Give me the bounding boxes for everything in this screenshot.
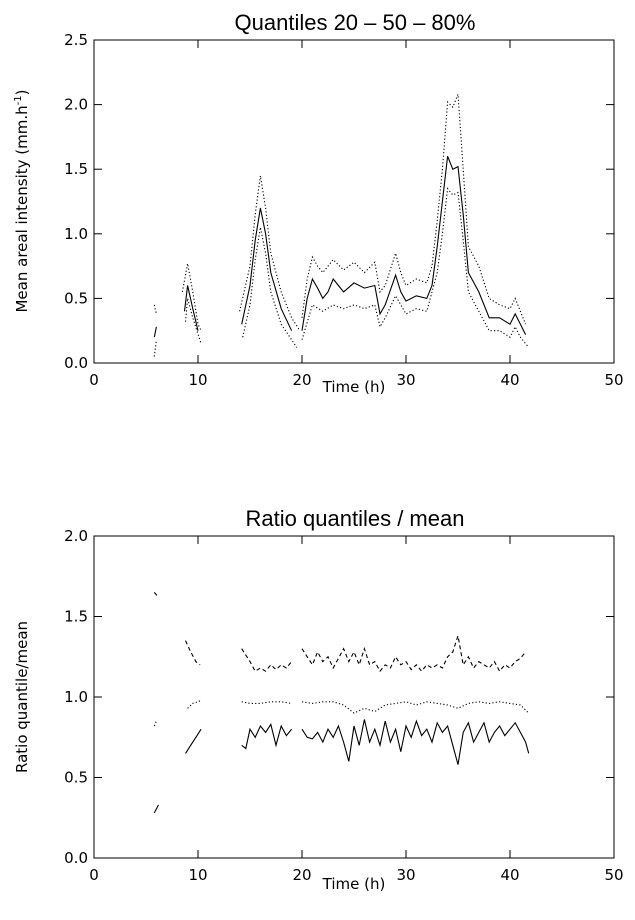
chart-1-y-tick-label: 0.5 (64, 289, 88, 307)
chart-1-y-axis-label: Mean areal intensity (mm.h-1) (13, 89, 31, 312)
chart-1-x-tick-label: 50 (604, 371, 623, 389)
chart-1-series-3-line (301, 187, 530, 348)
chart-1-x-tick-label: 30 (396, 371, 415, 389)
chart-1-plot-frame (93, 39, 615, 364)
chart-2: Ratio quantiles / mean 0 10 20 30 40 50 0.00.… (13, 506, 624, 893)
chart-2-x-tick-label: 30 (396, 866, 415, 884)
chart-2-series-1-line (241, 648, 293, 672)
chart-1-series-2-line (153, 326, 157, 338)
chart-2-x-axis-label: Time (h) (322, 875, 386, 893)
chart-1-series-1-line (239, 175, 301, 331)
chart-1-x-tick-label: 10 (188, 371, 207, 389)
chart-2-y-tick-label: 0.0 (64, 849, 88, 867)
chart-1-series-2-line (241, 207, 293, 331)
chart-2-series-3-line (241, 723, 293, 750)
chart-1-x-tick-label: 40 (500, 371, 519, 389)
chart-1-x-tick-label: 20 (292, 371, 311, 389)
chart-2-series-3-line (185, 728, 202, 754)
chart-2-y-axis-label: Ratio quantile/mean (13, 621, 31, 773)
chart-1-y-tick-label: 1.0 (64, 225, 88, 243)
chart-1: Quantiles 20 – 50 – 80% 0 10 20 30 40 50 0.00… (13, 10, 624, 396)
chart-1-series-2-line (301, 156, 527, 335)
chart-2-series-1-line (153, 592, 159, 598)
chart-1-x-ticks: 0 10 20 30 40 50 (89, 40, 624, 389)
chart-2-y-tick-label: 0.5 (64, 769, 88, 787)
chart-2-x-tick-label: 20 (292, 866, 311, 884)
chart-2-series-2-line (241, 701, 292, 704)
chart-2-y-ticks: 0.0 0.5 1.0 1.5 2.0 (64, 527, 614, 867)
chart-1-y-tick-label: 2.5 (64, 31, 88, 49)
chart-1-series-3-line (242, 227, 298, 348)
chart-2-series-2-line (301, 701, 530, 714)
chart-2-y-tick-label: 2.0 (64, 527, 88, 545)
chart-1-series-1-line (301, 94, 527, 325)
chart-2-series-3-line (153, 804, 159, 814)
chart-2-series (153, 592, 530, 814)
chart-2-x-ticks: 0 10 20 30 40 50 (89, 536, 624, 884)
chart-1-y-tick-label: 1.5 (64, 160, 88, 178)
chart-1-series-1-line (153, 304, 157, 315)
chart-2-x-tick-label: 10 (188, 866, 207, 884)
chart-2-x-tick-label: 50 (604, 866, 623, 884)
chart-1-y-tick-label: 0.0 (64, 354, 88, 372)
chart-1-series-1-line (181, 263, 202, 331)
chart-1-series (153, 94, 530, 357)
chart-1-series-2-line (183, 285, 199, 331)
chart-1-y-axis-label-sup: -1 (13, 95, 24, 105)
chart-2-series-1-line (185, 640, 201, 666)
chart-1-x-axis-label: Time (h) (322, 378, 386, 396)
chart-1-y-axis-label-close: ) (13, 89, 31, 95)
chart-2-title: Ratio quantiles / mean (246, 506, 465, 531)
chart-2-series-1-line (301, 635, 527, 673)
chart-1-series-3-line (184, 298, 202, 344)
chart-1-y-ticks: 0.0 0.5 1.0 1.5 2.0 2.5 (64, 31, 614, 372)
chart-2-series-2-line (153, 720, 157, 727)
chart-2-y-tick-label: 1.5 (64, 608, 88, 626)
chart-2-plot-frame (93, 535, 615, 859)
chart-2-series-3-line (301, 719, 530, 765)
chart-2-y-tick-label: 1.0 (64, 688, 88, 706)
chart-2-x-tick-label: 0 (89, 866, 99, 884)
chart-1-series-3-line (153, 339, 157, 357)
chart-1-title: Quantiles 20 – 50 – 80% (235, 10, 476, 35)
chart-2-series-2-line (187, 699, 202, 709)
chart-1-y-axis-label-main: Mean areal intensity (mm.h (13, 105, 31, 312)
chart-1-x-tick-label: 0 (89, 371, 99, 389)
chart-1-y-tick-label: 2.0 (64, 96, 88, 114)
chart-2-x-tick-label: 40 (500, 866, 519, 884)
